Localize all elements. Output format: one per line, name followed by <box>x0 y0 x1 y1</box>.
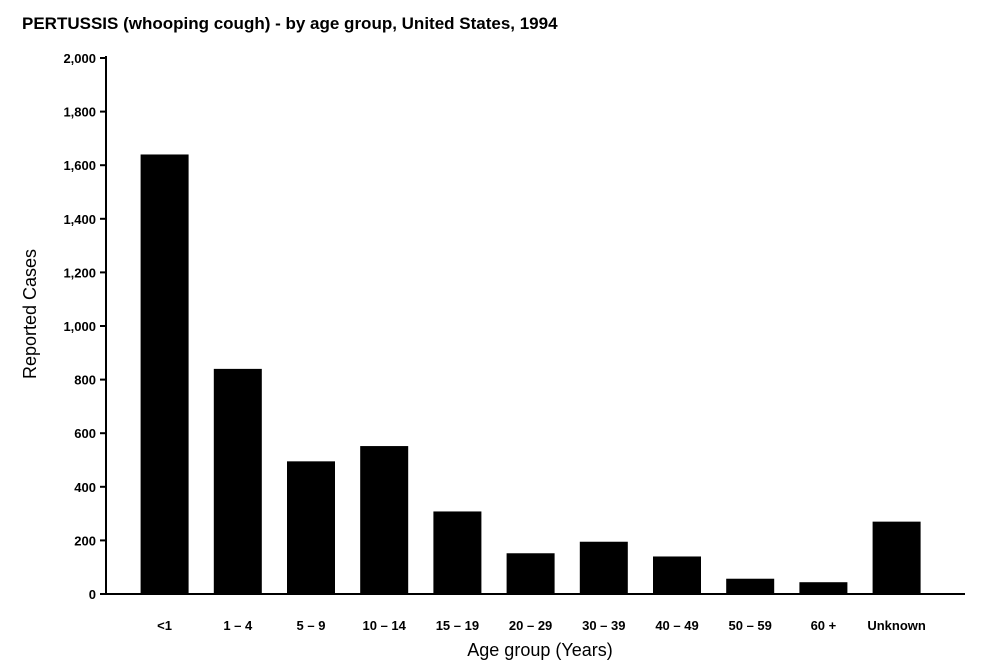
x-tick-labels: <1 1 – 4 5 – 9 10 – 14 15 – 19 20 – 29 30 – 39… <box>157 618 926 633</box>
y-tick-label: 1,400 <box>63 212 96 227</box>
bar <box>287 461 335 594</box>
y-axis <box>100 56 107 595</box>
x-tick-label: 50 – 59 <box>729 618 772 633</box>
x-tick-label: 40 – 49 <box>655 618 698 633</box>
y-axis-title: Reported Cases <box>20 249 40 379</box>
y-tick-label: 600 <box>74 426 96 441</box>
y-tick-label: 1,800 <box>63 105 96 120</box>
x-tick-label: Unknown <box>867 618 926 633</box>
y-tick-labels: 0 200 400 600 800 1,000 1,200 1,400 1,600 1,800 2,… <box>63 51 96 602</box>
bar <box>872 521 921 594</box>
x-tick-label: 60 + <box>811 618 837 633</box>
bar <box>213 368 262 594</box>
bar <box>360 446 409 594</box>
x-axis-title: Age group (Years) <box>467 640 612 660</box>
bar <box>140 154 189 595</box>
y-tick-label: 800 <box>74 373 96 388</box>
y-tick-label: 1,600 <box>63 158 96 173</box>
x-tick-label: <1 <box>157 618 172 633</box>
x-tick-label: 30 – 39 <box>582 618 625 633</box>
y-tick-label: 400 <box>74 480 96 495</box>
x-tick-label: 15 – 19 <box>436 618 479 633</box>
bar <box>579 541 628 594</box>
x-tick-label: 5 – 9 <box>297 618 326 633</box>
y-tick-label: 0 <box>89 587 96 602</box>
bar <box>653 556 701 594</box>
y-tick-label: 1,000 <box>63 319 96 334</box>
y-tick-label: 200 <box>74 533 96 548</box>
bar <box>433 511 482 594</box>
x-tick-label: 20 – 29 <box>509 618 552 633</box>
y-tick-label: 2,000 <box>63 51 96 66</box>
bar <box>799 582 848 594</box>
bar <box>726 578 775 594</box>
x-tick-label: 1 – 4 <box>223 618 253 633</box>
bar <box>506 553 555 594</box>
x-tick-label: 10 – 14 <box>363 618 407 633</box>
y-tick-label: 1,200 <box>63 265 96 280</box>
bars-group <box>140 154 921 595</box>
chart-title: PERTUSSIS (whooping cough) - by age grou… <box>22 14 558 33</box>
